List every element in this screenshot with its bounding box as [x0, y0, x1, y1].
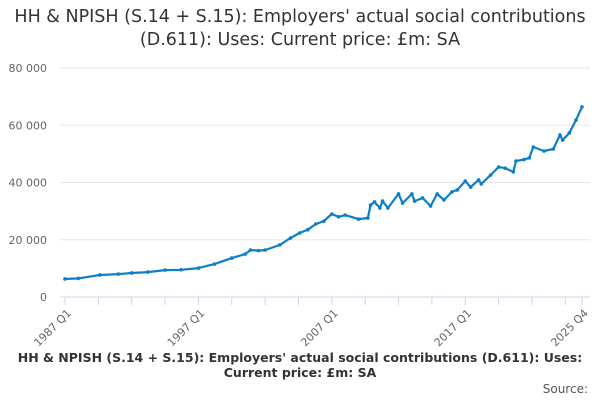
data-point: [116, 272, 121, 276]
data-point: [145, 270, 150, 274]
data-point: [428, 204, 433, 208]
data-point: [420, 196, 425, 200]
data-point: [278, 243, 282, 247]
data-point: [366, 216, 370, 220]
data-point: [442, 198, 446, 202]
data-point: [356, 217, 361, 221]
data-point: [314, 222, 318, 226]
data-point: [476, 178, 481, 182]
data-point: [450, 190, 454, 194]
data-point: [527, 156, 532, 160]
data-point: [129, 271, 134, 275]
data-point: [63, 277, 67, 281]
data-point: [560, 138, 565, 142]
data-point: [306, 227, 310, 232]
series-line: [64, 106, 584, 281]
data-point: [212, 262, 217, 266]
x-tick-label: 1987 Q1: [31, 307, 74, 350]
y-tick-label: 80 000: [9, 62, 48, 75]
data-point: [400, 201, 405, 205]
data-point: [322, 219, 326, 223]
data-point: [343, 213, 347, 217]
data-point: [503, 166, 508, 170]
x-tick-label: 2025 Q4: [548, 307, 591, 350]
chart-footer-caption: HH & NPISH (S.14 + S.15): Employers' act…: [17, 350, 583, 380]
data-point: [522, 157, 526, 162]
x-tick-label: 1997 Q1: [165, 307, 208, 350]
data-point: [531, 145, 536, 149]
data-point: [256, 248, 261, 253]
data-point: [336, 215, 341, 219]
data-point: [511, 170, 516, 174]
x-tick-label: 2017 Q1: [432, 307, 475, 350]
data-point: [455, 188, 460, 192]
data-point: [263, 248, 267, 252]
data-point: [248, 248, 253, 252]
data-point: [542, 149, 546, 153]
data-point: [288, 236, 293, 240]
data-point: [298, 231, 302, 235]
data-point: [76, 276, 81, 281]
data-point: [229, 256, 234, 260]
data-point: [330, 212, 334, 216]
data-point: [410, 192, 414, 196]
data-point: [372, 200, 377, 204]
chart-title: HH & NPISH (S.14 + S.15): Employers' act…: [14, 7, 586, 50]
data-point: [380, 199, 385, 203]
series-markers: [63, 105, 584, 281]
y-tick-label: 0: [40, 291, 47, 304]
data-point: [196, 266, 201, 270]
data-point: [488, 173, 493, 177]
data-point: [97, 273, 102, 277]
data-point: [243, 252, 247, 256]
x-axis: 1987 Q1 1997 Q1 2007 Q1 2017 Q1 2025 Q4: [31, 296, 591, 350]
y-axis-labels: 0 20 000 40 000 60 000 80 000: [9, 62, 48, 304]
data-point: [496, 165, 501, 169]
data-point: [580, 105, 584, 109]
data-point: [558, 133, 562, 137]
data-point: [468, 185, 473, 189]
x-tick-label: 2007 Q1: [298, 307, 341, 350]
data-point: [396, 192, 401, 196]
data-point: [567, 131, 572, 135]
data-point: [574, 118, 578, 122]
data-point: [163, 268, 167, 272]
gridlines: [60, 67, 590, 241]
data-point: [386, 206, 390, 210]
y-tick-label: 20 000: [9, 234, 48, 247]
source-label: Source:: [542, 382, 588, 396]
y-tick-label: 40 000: [9, 177, 48, 190]
data-point: [412, 199, 417, 203]
data-point: [514, 159, 518, 163]
data-point: [463, 179, 468, 183]
data-point: [479, 182, 484, 186]
data-point: [435, 192, 440, 196]
data-point: [179, 268, 183, 272]
y-tick-label: 60 000: [9, 119, 48, 132]
data-point: [551, 147, 556, 151]
data-point: [368, 203, 373, 207]
data-point: [378, 206, 382, 210]
